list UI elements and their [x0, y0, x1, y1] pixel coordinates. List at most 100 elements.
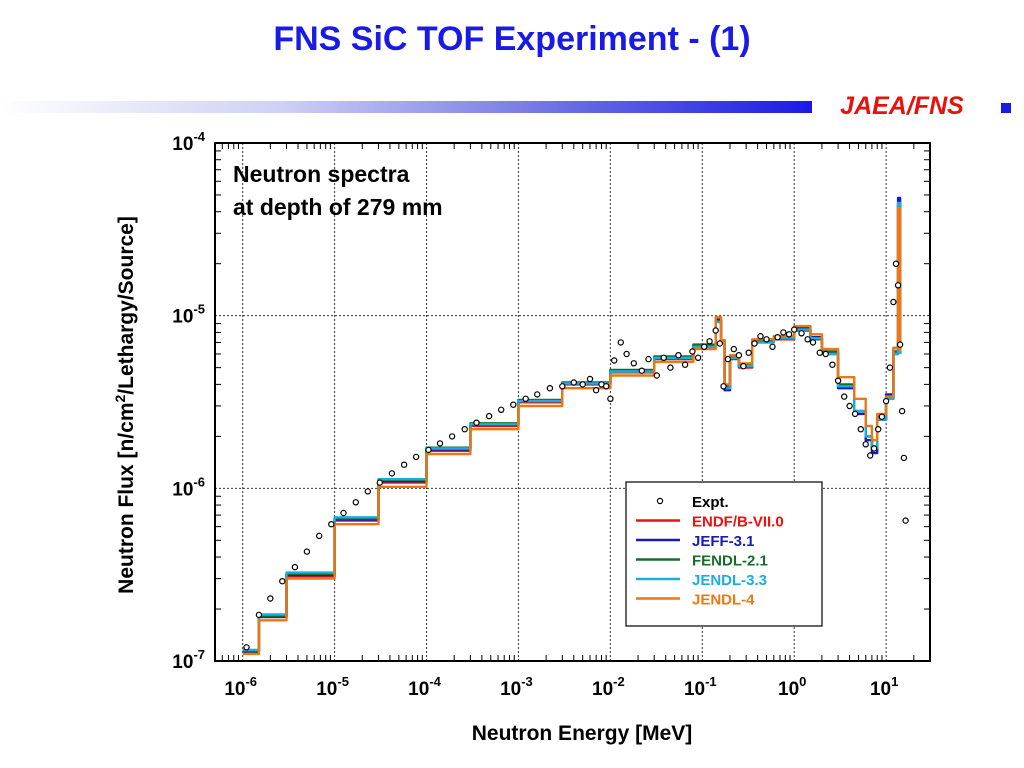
x-axis-label: Neutron Energy [MeV] [472, 722, 693, 745]
expt-data-point [829, 361, 836, 368]
expt-data-point [896, 341, 904, 348]
x-tick-label: 101 [870, 674, 898, 700]
expt-data-point [534, 391, 541, 398]
expt-data-point [751, 340, 758, 347]
expt-data-point [638, 367, 646, 374]
x-tick-label: 10-6 [224, 674, 257, 700]
expt-data-point [352, 499, 359, 506]
expt-data-point [774, 334, 781, 341]
x-tick-label: 10-4 [408, 674, 441, 700]
expt-data-point [364, 488, 371, 495]
expt-data-point [667, 364, 674, 371]
org-square-icon [1001, 103, 1011, 113]
expt-data-point [875, 426, 882, 433]
expt-data-point [902, 517, 909, 524]
expt-data-point [388, 470, 396, 477]
chart-annotation-line-2: at depth of 279 mm [233, 194, 443, 220]
expt-data-point [316, 532, 323, 540]
legend-label: JEFF-3.1 [692, 533, 755, 550]
expt-data-point [400, 461, 408, 468]
y-tick-label: 10-5 [172, 302, 205, 328]
plot-border [214, 142, 931, 662]
expt-data-point [900, 454, 908, 462]
expt-data-point [473, 419, 480, 426]
legend-label: JENDL-3.3 [692, 572, 767, 589]
expt-data-point [769, 343, 776, 350]
expt-data-point [757, 333, 764, 340]
x-tick-label: 10-2 [592, 674, 625, 700]
expt-data-point [607, 395, 614, 402]
expt-data-point [898, 407, 906, 415]
legend-label: Expt. [692, 494, 729, 511]
expt-data-point [243, 644, 250, 651]
y-tick-label: 10-4 [172, 129, 205, 155]
slide-title: FNS SiC TOF Experiment - (1) [273, 20, 751, 58]
expt-data-point [735, 352, 743, 359]
expt-data-point [546, 385, 554, 392]
series-line-jendl-4 [242, 206, 902, 656]
expt-data-point [706, 338, 713, 345]
expt-data-point [724, 355, 732, 363]
expt-data-point [681, 361, 689, 368]
series-layer [242, 196, 909, 656]
expt-data-point [592, 387, 600, 394]
y-tick-label: 10-6 [172, 474, 205, 500]
expt-data-point [816, 349, 824, 356]
y-tick-label: 10-7 [172, 647, 205, 673]
expt-data-point [870, 445, 878, 452]
expt-data-point [720, 383, 727, 390]
expt-data-point [559, 383, 566, 390]
expt-data-point [822, 350, 829, 358]
org-label: JAEA/FNS [840, 92, 964, 120]
expt-data-point [712, 327, 719, 334]
x-tick-label: 10-1 [684, 674, 717, 700]
expt-data-point [617, 339, 625, 346]
expt-data-point [851, 410, 859, 418]
expt-data-point [267, 595, 274, 602]
expt-data-point [894, 282, 902, 289]
expt-data-point [892, 260, 900, 267]
expt-data-point [689, 348, 696, 355]
expt-data-point [412, 453, 420, 461]
expt-data-point [425, 446, 432, 454]
expt-data-point [785, 331, 793, 338]
expt-data-point [522, 395, 529, 402]
legend-marker [656, 497, 664, 505]
expt-data-point [791, 326, 798, 333]
grid-lines [215, 143, 930, 661]
legend: Expt. ENDF/B-VII.0 JEFF-3.1 FENDL-2.1 JENDL-… [625, 481, 823, 627]
expt-data-point [882, 397, 890, 405]
expt-data-point [694, 354, 702, 361]
expt-data-point [328, 521, 335, 528]
expt-data-point [279, 578, 286, 585]
x-tick-label: 10-5 [316, 674, 349, 700]
expt-data-point [841, 393, 848, 400]
expt-data-point [890, 298, 897, 306]
expt-data-point [745, 349, 752, 356]
expt-data-point [570, 379, 578, 386]
legend-label: ENDF/B-VII.0 [692, 514, 784, 531]
expt-data-point [798, 330, 805, 337]
expt-data-point [846, 402, 853, 410]
expt-data-point [701, 343, 708, 350]
legend-label: JENDL-4 [692, 592, 755, 609]
expt-data-point [804, 336, 811, 343]
expt-data-point [630, 360, 638, 367]
x-tick-label: 100 [778, 674, 806, 700]
expt-data-point [303, 548, 311, 555]
expt-data-point [255, 611, 263, 619]
expt-data-point [878, 413, 886, 420]
expt-data-point [376, 479, 383, 486]
legend-label: FENDL-2.1 [692, 553, 768, 570]
expt-data-point [436, 440, 444, 447]
expt-data-point [716, 340, 724, 347]
expt-data-point [763, 336, 770, 343]
expt-data-point [660, 354, 667, 361]
expt-data-point [780, 329, 787, 336]
expt-data-point [611, 357, 618, 364]
expt-data-point [862, 441, 869, 448]
expt-data-point [510, 401, 517, 408]
expt-data-point [498, 406, 505, 413]
expt-data-point [579, 381, 586, 388]
